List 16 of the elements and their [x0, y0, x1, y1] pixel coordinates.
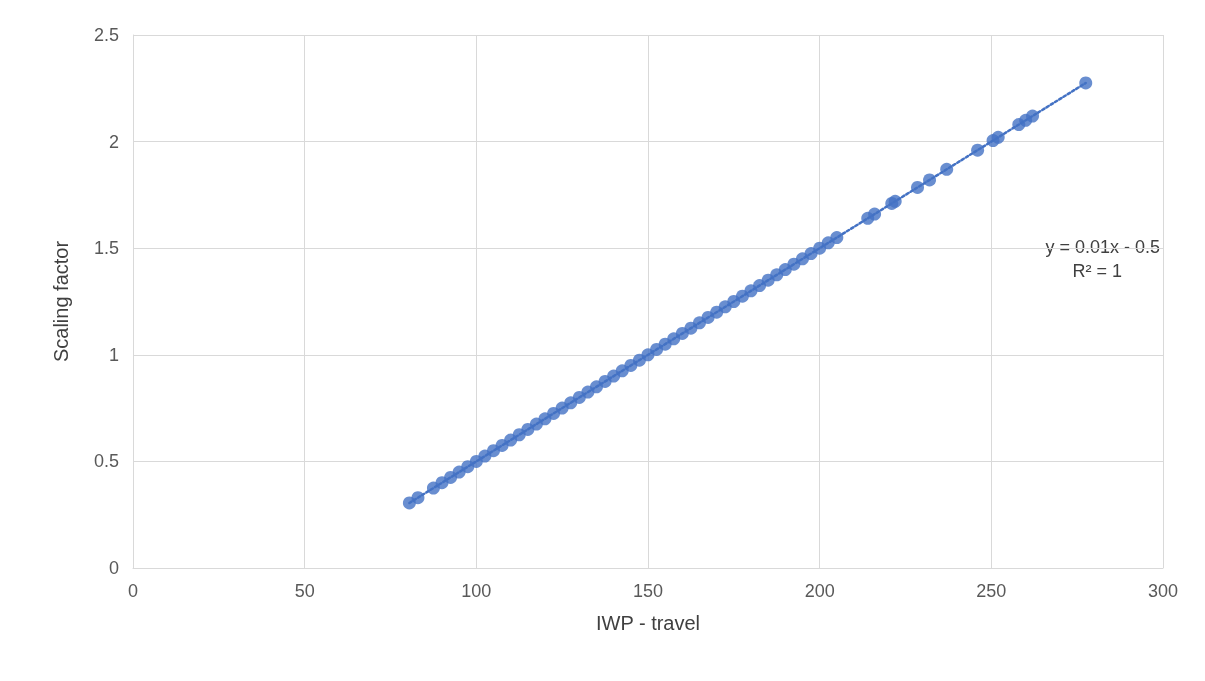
x-tick-label: 250 [976, 581, 1007, 601]
y-tick-label: 1.5 [93, 238, 119, 259]
y-tick-label: 0 [108, 558, 119, 578]
y-tick-label: 2.5 [93, 25, 119, 45]
y-axis-title: Scaling factor [50, 240, 72, 363]
x-tick-label: 300 [1147, 581, 1179, 601]
y-tick-label: 0.5 [93, 451, 119, 472]
x-tick-label: 100 [461, 581, 492, 601]
x-tick-label: 50 [294, 581, 315, 601]
x-tick-label: 0 [127, 581, 139, 601]
y-tick-label: 1 [108, 344, 119, 365]
x-tick-label: 150 [632, 581, 664, 601]
y-tick-label: 2 [108, 131, 119, 152]
x-axis-title: IWP - travel [595, 612, 701, 634]
x-tick-label: 200 [804, 581, 835, 601]
annotation: R² = 1 [1072, 261, 1123, 281]
